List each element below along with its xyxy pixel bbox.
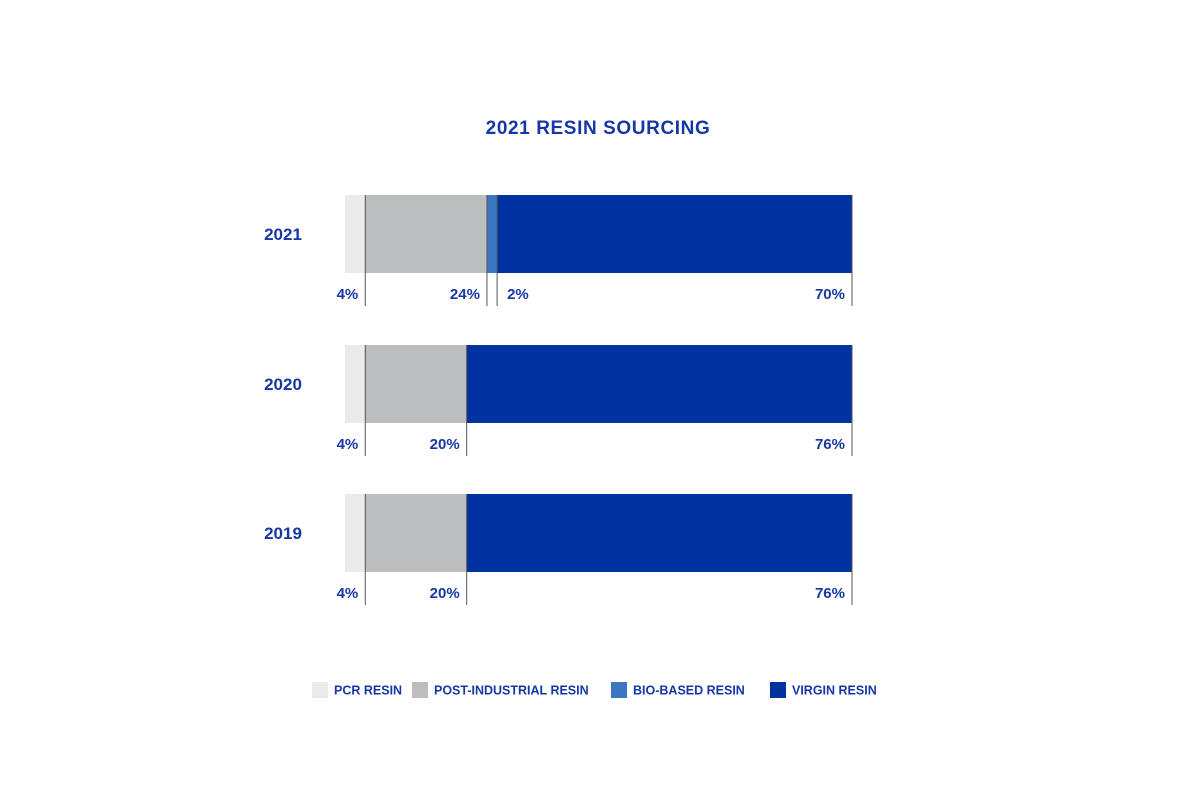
- legend-label-pcr-resin: PCR RESIN: [334, 684, 402, 698]
- legend-swatch-post-industrial-resin: [412, 682, 428, 698]
- year-label-2021: 2021: [264, 225, 302, 244]
- data-label-post-industrial-resin-2019: 20%: [430, 585, 460, 602]
- data-label-pcr-resin-2019: 4%: [337, 585, 359, 602]
- data-label-virgin-resin-2021: 70%: [815, 286, 845, 303]
- year-label-2020: 2020: [264, 375, 302, 394]
- legend-swatch-virgin-resin: [770, 682, 786, 698]
- legend-swatch-bio-based-resin: [611, 682, 627, 698]
- legend-label-post-industrial-resin: POST-INDUSTRIAL RESIN: [434, 684, 589, 698]
- legend: PCR RESIN POST-INDUSTRIAL RESIN BIO-BASED …: [312, 682, 877, 698]
- data-label-virgin-resin-2019: 76%: [815, 585, 845, 602]
- bar-segment-bio-based-resin-2021: [486, 195, 498, 273]
- legend-item-bio-based-resin: BIO-BASED RESIN: [611, 682, 745, 698]
- bar-segment-post-industrial-resin-2021: [365, 195, 487, 273]
- bar-row-2021: 2021 4% 24% 2% 70%: [264, 195, 853, 306]
- bar-segment-pcr-resin-2020: [345, 345, 366, 423]
- bar-segment-virgin-resin-2020: [466, 345, 852, 423]
- legend-item-virgin-resin: VIRGIN RESIN: [770, 682, 877, 698]
- legend-item-pcr-resin: PCR RESIN: [312, 682, 402, 698]
- bar-segment-virgin-resin-2019: [466, 494, 852, 572]
- bars-area: 2021 4% 24% 2% 70% 2020 4% 20% 76% 2019 4% 20% 76%: [264, 195, 853, 605]
- bar-segment-post-industrial-resin-2020: [365, 345, 467, 423]
- bar-row-2019: 2019 4% 20% 76%: [264, 494, 853, 605]
- data-label-post-industrial-resin-2020: 20%: [430, 436, 460, 453]
- data-label-post-industrial-resin-2021: 24%: [450, 286, 480, 303]
- legend-label-bio-based-resin: BIO-BASED RESIN: [633, 684, 745, 698]
- legend-swatch-pcr-resin: [312, 682, 328, 698]
- bar-row-2020: 2020 4% 20% 76%: [264, 345, 853, 456]
- chart-title: 2021 RESIN SOURCING: [486, 118, 711, 139]
- data-label-virgin-resin-2020: 76%: [815, 436, 845, 453]
- bar-segment-pcr-resin-2019: [345, 494, 366, 572]
- legend-label-virgin-resin: VIRGIN RESIN: [792, 684, 877, 698]
- data-label-bio-based-resin-2021: 2%: [507, 286, 529, 303]
- bar-segment-pcr-resin-2021: [345, 195, 366, 273]
- year-label-2019: 2019: [264, 524, 302, 543]
- bar-segment-post-industrial-resin-2019: [365, 494, 467, 572]
- data-label-pcr-resin-2021: 4%: [337, 286, 359, 303]
- bar-segment-virgin-resin-2021: [497, 195, 852, 273]
- legend-item-post-industrial-resin: POST-INDUSTRIAL RESIN: [412, 682, 589, 698]
- data-label-pcr-resin-2020: 4%: [337, 436, 359, 453]
